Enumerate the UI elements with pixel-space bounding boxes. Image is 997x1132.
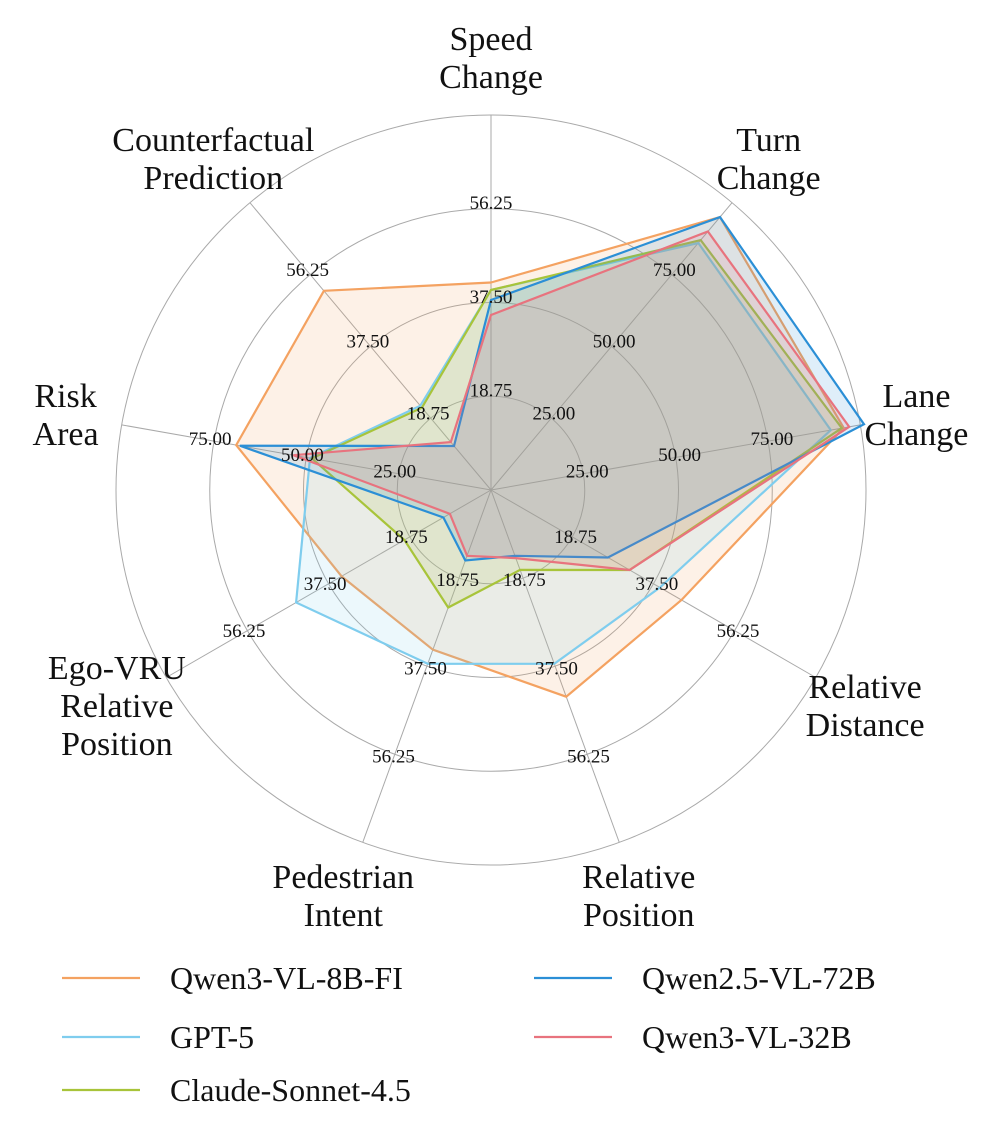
axis-label-line: Speed bbox=[449, 21, 532, 58]
axis-spoke-5 bbox=[490, 489, 620, 843]
chart-legend: Qwen3-VL-8B-FI GPT-5 Claude-Sonnet-4.5 Qwen… bbox=[62, 960, 876, 1108]
legend-label: Qwen2.5-VL-72B bbox=[642, 960, 876, 996]
legend-item: Qwen3-VL-8B-FI bbox=[62, 960, 403, 996]
axis-label-line: Relative bbox=[60, 688, 173, 725]
axis-label-line: Turn bbox=[736, 122, 801, 159]
axis-label: Turn Change bbox=[717, 122, 821, 197]
axis-label: Speed Change bbox=[439, 21, 543, 96]
axis-label-line: Change bbox=[439, 59, 543, 96]
legend-item: Qwen2.5-VL-72B bbox=[534, 960, 876, 996]
axis-label-line: Change bbox=[717, 160, 821, 197]
tick-label: 18.75 bbox=[385, 527, 428, 548]
legend-label: GPT-5 bbox=[170, 1019, 254, 1055]
tick-label: 37.50 bbox=[535, 658, 578, 679]
series-3 bbox=[309, 238, 844, 609]
axis-label-line: Relative bbox=[808, 669, 921, 706]
radar-series bbox=[234, 215, 866, 698]
series-1 bbox=[234, 215, 846, 698]
tick-label: 56.25 bbox=[717, 621, 760, 642]
series-4 bbox=[239, 215, 866, 562]
axis-spoke-8 bbox=[121, 424, 492, 491]
axis-label: Risk Area bbox=[33, 378, 99, 453]
tick-label: 50.00 bbox=[593, 332, 636, 353]
axis-label-line: Risk bbox=[34, 378, 96, 415]
series-5 bbox=[293, 230, 851, 572]
legend-item: Claude-Sonnet-4.5 bbox=[62, 1072, 411, 1108]
tick-label: 37.50 bbox=[470, 287, 513, 308]
axis-label-line: Relative bbox=[582, 859, 695, 896]
tick-label: 25.00 bbox=[566, 461, 609, 482]
axis-label-line: Prediction bbox=[143, 160, 283, 197]
axis-label-line: Lane bbox=[882, 378, 950, 415]
axis-label-line: Intent bbox=[304, 897, 384, 934]
tick-label: 18.75 bbox=[436, 570, 479, 591]
tick-label: 25.00 bbox=[532, 403, 575, 424]
axis-label-line: Position bbox=[61, 726, 172, 763]
axis-label: Lane Change bbox=[865, 378, 969, 453]
axis-spoke-7 bbox=[165, 489, 492, 678]
axis-label-line: Distance bbox=[806, 707, 925, 744]
axis-spoke-3 bbox=[490, 424, 861, 491]
tick-label: 50.00 bbox=[658, 445, 701, 466]
tick-label: 56.25 bbox=[567, 746, 610, 767]
axis-label-line: Counterfactual bbox=[112, 122, 314, 159]
axis-spoke-2 bbox=[490, 202, 733, 491]
axis-spoke-6 bbox=[362, 489, 492, 843]
axis-label-line: Change bbox=[865, 416, 969, 453]
legend-item: Qwen3-VL-32B bbox=[534, 1019, 852, 1055]
axis-spoke-4 bbox=[490, 489, 817, 678]
axis-label: Ego-VRU Relative Position bbox=[48, 650, 186, 763]
axis-label: Relative Position bbox=[582, 859, 695, 934]
axis-label: Counterfactual Prediction bbox=[112, 122, 314, 197]
tick-label: 50.00 bbox=[281, 445, 324, 466]
tick-label: 18.75 bbox=[554, 527, 597, 548]
axis-label-line: Area bbox=[33, 416, 99, 453]
tick-label: 56.25 bbox=[223, 621, 266, 642]
legend-item: GPT-5 bbox=[62, 1019, 254, 1055]
tick-label: 18.75 bbox=[503, 570, 546, 591]
tick-label: 18.75 bbox=[470, 381, 513, 402]
tick-label: 37.50 bbox=[304, 574, 347, 595]
axis-label-line: Position bbox=[583, 897, 694, 934]
tick-label: 37.50 bbox=[635, 574, 678, 595]
tick-label: 18.75 bbox=[407, 403, 450, 424]
tick-label: 75.00 bbox=[189, 429, 232, 450]
tick-label: 56.25 bbox=[372, 746, 415, 767]
legend-label: Qwen3-VL-32B bbox=[642, 1019, 852, 1055]
series-2 bbox=[294, 241, 833, 665]
axis-label: Relative Distance bbox=[806, 669, 925, 744]
tick-label: 25.00 bbox=[373, 461, 416, 482]
axis-label: Pedestrian Intent bbox=[272, 859, 414, 934]
tick-label: 37.50 bbox=[347, 332, 390, 353]
tick-label: 56.25 bbox=[286, 260, 329, 281]
legend-label: Claude-Sonnet-4.5 bbox=[170, 1072, 411, 1108]
tick-label: 37.50 bbox=[404, 658, 447, 679]
tick-label: 56.25 bbox=[470, 193, 513, 214]
axis-label-line: Pedestrian bbox=[272, 859, 414, 896]
radar-tick-labels: 18.75 37.50 56.25 25.00 50.00 75.00 25.00 50.00… bbox=[189, 193, 794, 767]
tick-label: 75.00 bbox=[653, 260, 696, 281]
legend-label: Qwen3-VL-8B-FI bbox=[170, 960, 403, 996]
tick-label: 75.00 bbox=[751, 429, 794, 450]
axis-label-line: Ego-VRU bbox=[48, 650, 186, 687]
